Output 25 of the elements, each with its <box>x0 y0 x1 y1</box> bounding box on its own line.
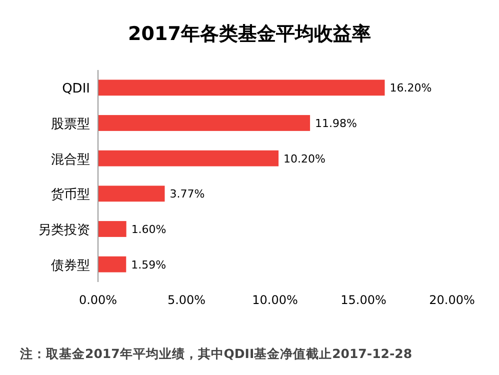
bar <box>98 186 165 202</box>
x-tick-label: 20.00% <box>429 293 475 307</box>
bar <box>98 80 385 96</box>
data-label: 1.60% <box>131 223 166 236</box>
bar <box>98 150 279 166</box>
text: 注：取基金2017年平均业绩，其中QDII基金净值截止2017-12-28 <box>19 346 412 361</box>
data-label: 16.20% <box>390 82 432 95</box>
y-tick-label: 货币型 <box>51 188 90 203</box>
data-label: 10.20% <box>284 152 326 166</box>
y-tick-label: 债券型 <box>51 258 90 274</box>
y-tick-label: QDII <box>62 82 90 97</box>
bar <box>98 115 310 131</box>
y-tick-label: 混合型 <box>51 152 90 168</box>
chart-title: 2017年各类基金平均收益率 <box>128 23 371 45</box>
bar <box>98 221 126 237</box>
x-tick-label: 5.00% <box>167 293 206 307</box>
x-tick-label: 15.00% <box>340 293 386 307</box>
data-label: 11.98% <box>315 117 357 130</box>
x-tick-label: 0.00% <box>78 293 118 307</box>
x-tick-label: 10.00% <box>252 293 298 307</box>
y-tick-label: 另类投资 <box>38 223 90 238</box>
y-tick-label: 股票型 <box>51 117 90 132</box>
bar <box>98 256 126 272</box>
data-label: 3.77% <box>170 188 205 201</box>
data-label: 1.59% <box>131 258 166 272</box>
